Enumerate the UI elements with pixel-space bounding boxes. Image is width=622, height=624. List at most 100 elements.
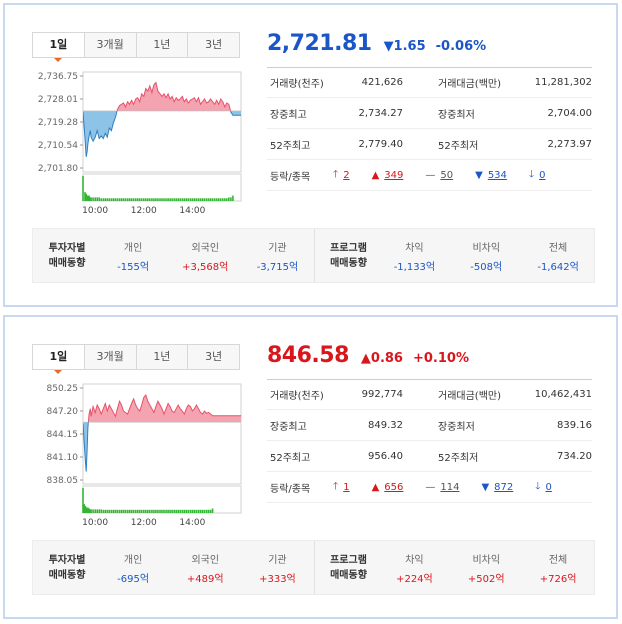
breadth-label: 등락/종목 [270,171,311,183]
trading-trend-box: 투자자별 매매동향 개인 -695억 외국인 +489억 기관 +333억 프로그램 매매… [32,540,595,595]
breadth-list: 🡑 2 ▲ 349 —50 ▼ 534 🡓 0 [333,167,592,184]
volume-bar [189,198,192,201]
unchanged-count[interactable]: 114 [440,481,460,493]
amount-value: 11,281,302 [534,77,592,88]
volume-bar [211,508,214,513]
tab-1day[interactable]: 1일 [33,33,84,62]
volume-bar [140,509,143,513]
index-price-row: 2,721.81 ▼1.65 -0.06% [267,31,486,61]
arrow-up-icon: 🡑 [333,168,339,180]
triangle-up-icon: ▲ [371,169,380,181]
breadth-list: 🡑 1 ▲ 656 —114 ▼ 872 🡓 0 [333,479,592,496]
price-line-up [116,81,232,111]
stat-row-breadth: 등락/종목 🡑 1 ▲ 656 —114 ▼ 872 🡓 0 [267,472,592,503]
volume-bar [211,198,214,201]
lower-limit-count[interactable]: 0 [539,169,546,181]
breadth-lower-limit: 🡓 0 [535,479,552,496]
volume-bar [173,509,175,513]
volume-bar [98,509,100,513]
volume-bar [126,198,129,201]
w52-high-label: 52주최고 [270,452,311,464]
volume-bar [159,509,161,513]
low-value: 2,704.00 [547,107,592,119]
rising-count[interactable]: 656 [384,481,404,493]
w52-low-label: 52주최저 [438,140,479,152]
volume-bar [83,504,85,513]
breadth-upper-limit: 🡑 1 [333,479,350,496]
volume-bar [181,509,184,513]
volume-bar [100,198,102,201]
w52-high-label: 52주최고 [270,140,311,152]
stat-row-52week: 52주최고 956.40 52주최저 734.20 [267,441,592,472]
individual-col: 개인 -695억 [97,551,169,585]
nonarb-col: 비차익 -508억 [450,239,522,273]
volume-bar [207,198,210,201]
falling-count[interactable]: 534 [487,169,507,181]
low-label: 장중최저 [438,421,475,433]
volume-bar [108,509,111,513]
program-trend-title: 프로그램 매매동향 [319,241,379,271]
volume-bar [205,509,208,513]
breadth-falling: ▼ 872 [481,482,513,493]
volume-bar [140,198,143,201]
y-tick-label: 850.25 [47,384,79,394]
investor-title-line2: 매매동향 [48,569,86,581]
volume-bar [82,488,84,513]
volume-bar [195,198,198,201]
volume-bar [134,509,137,513]
tab-1day[interactable]: 1일 [33,345,84,374]
volume-bar [126,509,129,513]
tab-3month[interactable]: 3개월 [83,345,136,369]
tab-3month[interactable]: 3개월 [83,33,136,57]
volume-bar [85,507,87,513]
index-change: ▼1.65 [383,39,426,54]
w52-high-value: 2,779.40 [358,138,403,150]
foreign-label: 외국인 [191,242,220,254]
volume-bar [193,198,196,201]
tab-3year[interactable]: 3년 [187,345,239,369]
arrow-up-icon: 🡑 [333,480,339,492]
intraday-chart[interactable]: 850.25 847.20 844.15 841.10 838.05 10:00 12:00… [5,375,255,535]
volume-bar [157,509,159,513]
volume-bar [165,198,167,201]
breadth-unchanged: — 114 [425,482,459,493]
investor-title-line1: 투자자별 [48,554,86,566]
period-tabs: 1일 3개월 1년 3년 [32,32,240,62]
period-tabs: 1일 3개월 1년 3년 [32,344,240,374]
individual-value: -695억 [117,573,150,585]
volume-bar [203,509,206,513]
volume-bar [130,509,133,513]
tab-1year[interactable]: 1년 [135,345,188,369]
institution-label: 기관 [268,242,287,254]
tab-1year[interactable]: 1년 [135,33,188,57]
intraday-chart[interactable]: 2,736.75 2,728.01 2,719.28 2,710.54 2,701.80… [5,63,255,223]
program-trend: 프로그램 매매동향 차익 +224억 비차익 +502억 전체 +726억 [313,541,595,594]
volume-bar [169,198,171,201]
lower-limit-count[interactable]: 0 [545,481,552,493]
institution-col: 기관 -3,715억 [241,239,313,273]
breadth-label: 등락/종목 [270,483,311,495]
upper-limit-count[interactable]: 1 [343,481,350,493]
volume-label: 거래량(천주) [270,79,324,90]
stat-row-52week: 52주최고 2,779.40 52주최저 2,273.97 [267,129,592,160]
dash-icon: — [425,481,436,493]
volume-bar [224,198,226,201]
rising-count[interactable]: 349 [384,169,404,181]
volume-bar [96,509,98,513]
tab-3year[interactable]: 3년 [187,33,239,57]
upper-limit-count[interactable]: 2 [343,169,350,181]
institution-col: 기관 +333억 [241,551,313,585]
volume-bar [209,198,212,201]
x-tick-label: 10:00 [82,518,108,528]
unchanged-count[interactable]: 50 [440,169,454,181]
volume-bar [155,198,157,201]
falling-count[interactable]: 872 [494,481,514,493]
volume-bar [171,509,173,513]
volume-bar [209,509,212,513]
program-trend: 프로그램 매매동향 차익 -1,133억 비차익 -508억 전체 -1,642억 [313,229,595,282]
volume-bar [163,509,165,513]
volume-bar [116,198,119,201]
investor-trend: 투자자별 매매동향 개인 -695억 외국인 +489억 기관 +333억 [33,541,314,594]
arrow-down-icon: 🡓 [535,480,541,492]
